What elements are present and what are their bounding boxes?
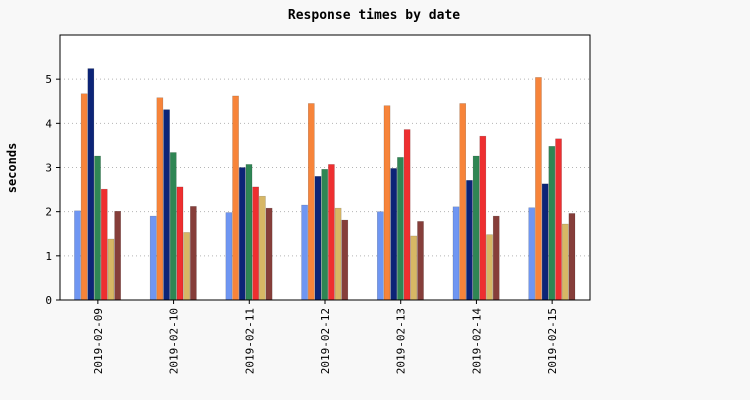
bar bbox=[535, 77, 542, 301]
bar bbox=[528, 207, 536, 301]
bar bbox=[334, 207, 342, 301]
bar bbox=[314, 176, 322, 301]
bar bbox=[259, 195, 266, 301]
bar bbox=[94, 155, 101, 301]
y-axis-label: seconds bbox=[5, 143, 19, 194]
bar bbox=[183, 232, 190, 301]
bar bbox=[245, 164, 253, 301]
y-tick-label: 5 bbox=[45, 73, 52, 86]
bar bbox=[74, 210, 81, 301]
bar bbox=[452, 206, 460, 301]
bar bbox=[383, 105, 391, 301]
bar bbox=[459, 103, 467, 301]
y-tick-label: 0 bbox=[45, 294, 52, 307]
bar bbox=[190, 206, 197, 301]
bar bbox=[308, 103, 315, 301]
bar bbox=[390, 168, 398, 301]
bar bbox=[403, 129, 411, 301]
bar bbox=[87, 68, 95, 301]
bar bbox=[397, 157, 404, 301]
bar bbox=[541, 183, 549, 301]
bar bbox=[100, 188, 108, 301]
bar bbox=[225, 212, 233, 301]
x-tick-label: 2019-02-13 bbox=[395, 308, 408, 374]
bar bbox=[410, 235, 418, 301]
bar bbox=[568, 213, 576, 301]
bar bbox=[169, 152, 177, 301]
chart-title: Response times by date bbox=[288, 8, 460, 23]
bar bbox=[156, 97, 164, 301]
bar bbox=[466, 180, 473, 301]
bar bbox=[149, 215, 157, 301]
bar bbox=[492, 215, 500, 301]
bar bbox=[80, 93, 88, 301]
bar bbox=[265, 207, 273, 301]
bar bbox=[479, 135, 487, 301]
x-tick-label: 2019-02-10 bbox=[168, 308, 181, 374]
bar bbox=[486, 234, 493, 301]
x-tick-label: 2019-02-15 bbox=[546, 308, 559, 374]
bar bbox=[163, 109, 170, 301]
bar bbox=[555, 138, 562, 301]
y-tick-label: 4 bbox=[45, 117, 52, 130]
y-axis-ticks: 0 1 2 3 4 5 bbox=[45, 73, 60, 307]
bar bbox=[472, 155, 480, 301]
x-tick-label: 2019-02-09 bbox=[92, 308, 105, 374]
bar bbox=[561, 223, 569, 301]
y-tick-label: 2 bbox=[45, 206, 52, 219]
bar bbox=[252, 186, 259, 301]
x-axis-ticks: 2019-02-09 2019-02-10 2019-02-11 2019-02-12… bbox=[92, 300, 559, 374]
bar bbox=[377, 211, 384, 301]
x-tick-label: 2019-02-12 bbox=[319, 308, 332, 374]
bar bbox=[417, 221, 424, 301]
bar bbox=[548, 146, 556, 301]
y-tick-label: 3 bbox=[45, 162, 52, 175]
bar bbox=[232, 95, 239, 301]
bar bbox=[321, 169, 328, 301]
bar bbox=[301, 204, 308, 301]
bar bbox=[328, 164, 335, 301]
y-tick-label: 1 bbox=[45, 250, 52, 263]
bar bbox=[114, 210, 121, 301]
bar bbox=[176, 186, 184, 301]
bar bbox=[238, 167, 246, 301]
x-tick-label: 2019-02-14 bbox=[470, 308, 483, 375]
bar bbox=[341, 219, 349, 301]
bar bbox=[107, 238, 115, 301]
x-tick-label: 2019-02-11 bbox=[243, 308, 256, 374]
